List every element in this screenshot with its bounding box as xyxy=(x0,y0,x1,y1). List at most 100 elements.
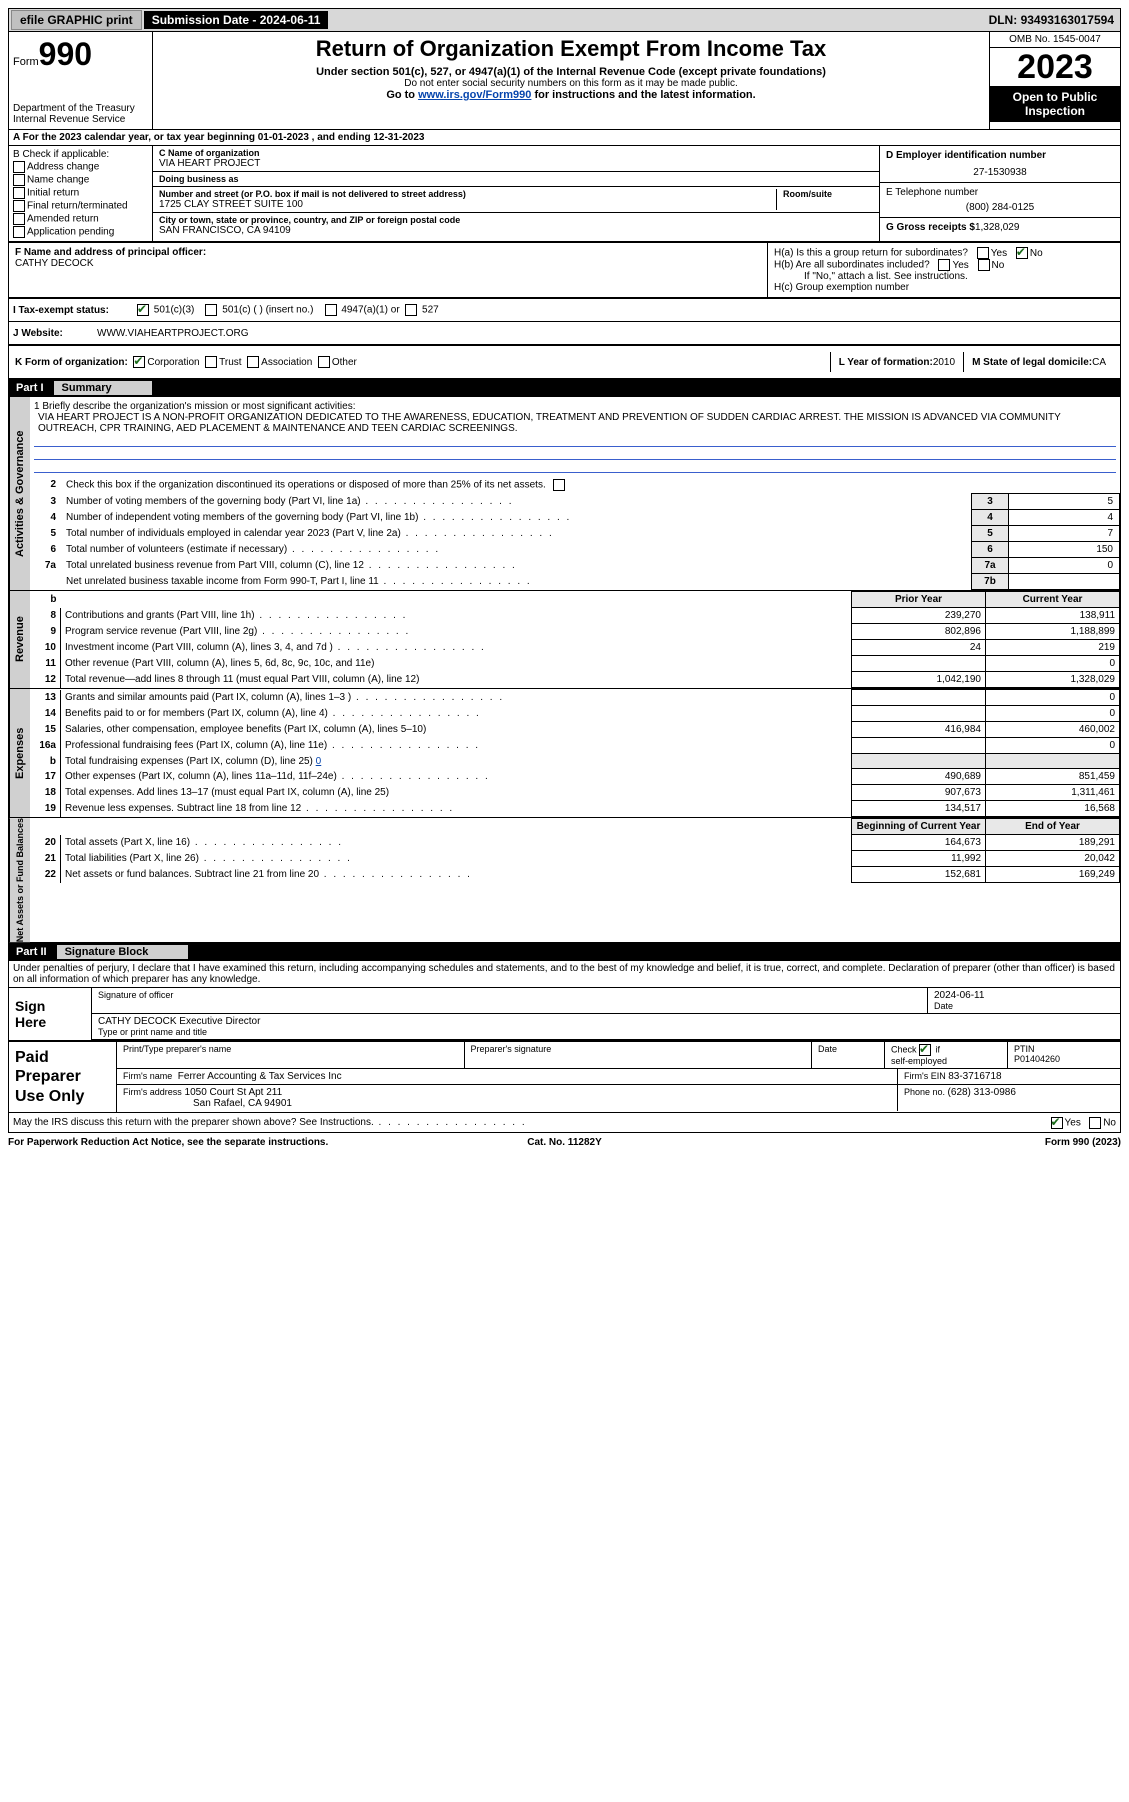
l-label: L Year of formation: xyxy=(839,357,933,368)
vlabel-expenses: Expenses xyxy=(9,689,30,817)
cb-corp[interactable] xyxy=(133,356,145,368)
submission-date-pill: Submission Date - 2024-06-11 xyxy=(144,11,329,29)
col-prior-year: Prior Year xyxy=(852,592,986,608)
paid-preparer-label: PaidPreparerUse Only xyxy=(9,1042,117,1112)
cb-initial-return[interactable] xyxy=(13,187,25,199)
officer-typed-name: CATHY DECOCK Executive Director xyxy=(98,1016,1114,1027)
rev-l12-c: 1,328,029 xyxy=(986,672,1120,688)
g-label: G Gross receipts $ xyxy=(886,222,975,233)
dept-irs: Internal Revenue Service xyxy=(13,114,148,125)
form-word: Form xyxy=(13,56,39,68)
cb-application-pending[interactable] xyxy=(13,226,25,238)
i-527: 527 xyxy=(422,305,439,316)
part2-title: Signature Block xyxy=(57,945,189,959)
exp-l18-c: 1,311,461 xyxy=(986,785,1120,801)
sig-date-value: 2024-06-11 xyxy=(934,990,1114,1001)
f-label: F Name and address of principal officer: xyxy=(15,247,206,258)
mission-text: VIA HEART PROJECT IS A NON-PROFIT ORGANI… xyxy=(34,412,1116,434)
k-label: K Form of organization: xyxy=(15,357,128,368)
cb-ha-yes[interactable] xyxy=(977,247,989,259)
gov-l6: Total number of volunteers (estimate if … xyxy=(62,542,972,558)
cb-address-change[interactable] xyxy=(13,161,25,173)
goto-suffix: for instructions and the latest informat… xyxy=(531,89,755,101)
form-header: Form990 Department of the Treasury Inter… xyxy=(8,32,1121,130)
cb-other[interactable] xyxy=(318,356,330,368)
cb-discuss-no[interactable] xyxy=(1089,1117,1101,1129)
submission-date-value: 2024-06-11 xyxy=(260,13,321,27)
cb-amended-return[interactable] xyxy=(13,213,25,225)
part1-header: Part I Summary xyxy=(8,379,1121,397)
rev-l11-p xyxy=(852,656,986,672)
header-right: OMB No. 1545-0047 2023 Open to Public In… xyxy=(989,32,1120,129)
year-formation: 2010 xyxy=(933,357,955,368)
rev-l8-c: 138,911 xyxy=(986,608,1120,624)
state-domicile: CA xyxy=(1092,357,1106,368)
efile-print-button[interactable]: efile GRAPHIC print xyxy=(11,10,142,30)
cb-527[interactable] xyxy=(405,304,417,316)
prep-if-label: if xyxy=(936,1045,941,1055)
form-number: 990 xyxy=(39,36,92,72)
rev-l11-c: 0 xyxy=(986,656,1120,672)
mission-rule xyxy=(34,460,1116,473)
cb-ha-no[interactable] xyxy=(1016,247,1028,259)
expenses-block: Expenses 13Grants and similar amounts pa… xyxy=(8,689,1121,818)
cb-discontinued[interactable] xyxy=(553,479,565,491)
firm-addr1: 1050 Court St Apt 211 xyxy=(185,1087,283,1098)
cb-501c-other[interactable] xyxy=(205,304,217,316)
fundraising-exp-link[interactable]: 0 xyxy=(316,756,322,767)
k-corp: Corporation xyxy=(147,357,199,368)
revenue-table: bPrior YearCurrent Year 8Contributions a… xyxy=(30,591,1120,688)
b-label: B Check if applicable: xyxy=(13,149,148,160)
cb-hb-yes[interactable] xyxy=(938,259,950,271)
ein-value: 27-1530938 xyxy=(886,161,1114,178)
gov-v5: 7 xyxy=(1009,526,1120,542)
entity-block: B Check if applicable: Address change Na… xyxy=(8,146,1121,242)
line-a-tax-year: A For the 2023 calendar year, or tax yea… xyxy=(8,130,1121,146)
cb-4947a1[interactable] xyxy=(325,304,337,316)
cb-hb-no[interactable] xyxy=(978,259,990,271)
header-sub1: Under section 501(c), 527, or 4947(a)(1)… xyxy=(161,66,981,78)
cb-501c3[interactable] xyxy=(137,304,149,316)
m-label: M State of legal domicile: xyxy=(972,357,1092,368)
irs-form990-link[interactable]: www.irs.gov/Form990 xyxy=(418,89,531,101)
cb-self-employed[interactable] xyxy=(919,1044,931,1056)
exp-l19-c: 16,568 xyxy=(986,801,1120,817)
net-l20-c: 189,291 xyxy=(986,835,1120,851)
phone-value: (800) 284-0125 xyxy=(886,198,1114,213)
header-sub3: Go to www.irs.gov/Form990 for instructio… xyxy=(161,89,981,101)
form-title: Return of Organization Exempt From Incom… xyxy=(161,36,981,62)
dln: DLN: 93493163017594 xyxy=(989,13,1120,27)
prep-check-label: Check xyxy=(891,1045,917,1055)
sign-here-label: SignHere xyxy=(9,988,92,1040)
net-assets-block: Net Assets or Fund Balances Beginning of… xyxy=(8,818,1121,943)
cb-name-change[interactable] xyxy=(13,174,25,186)
expenses-table: 13Grants and similar amounts paid (Part … xyxy=(30,689,1120,817)
gov-l7b: Net unrelated business taxable income fr… xyxy=(62,574,972,590)
prep-date-hdr: Date xyxy=(812,1042,885,1068)
net-l21-p: 11,992 xyxy=(852,851,986,867)
header-left: Form990 Department of the Treasury Inter… xyxy=(9,32,153,129)
hb-yes: Yes xyxy=(952,260,968,271)
tax-year: 2023 xyxy=(990,48,1120,86)
page-footer: For Paperwork Reduction Act Notice, see … xyxy=(8,1137,1121,1148)
firm-addr2: San Rafael, CA 94901 xyxy=(123,1098,292,1109)
mission-rule xyxy=(34,447,1116,460)
c-city-label: City or town, state or province, country… xyxy=(159,215,873,225)
col-b: b xyxy=(30,592,61,608)
cb-final-return[interactable] xyxy=(13,200,25,212)
cb-assoc[interactable] xyxy=(247,356,259,368)
h-a-label: H(a) Is this a group return for subordin… xyxy=(774,248,968,259)
exp-l16a-c: 0 xyxy=(986,738,1120,754)
gov-v6: 150 xyxy=(1009,542,1120,558)
cb-trust[interactable] xyxy=(205,356,217,368)
section-c: C Name of organization VIA HEART PROJECT… xyxy=(153,146,879,241)
org-city: SAN FRANCISCO, CA 94109 xyxy=(159,225,873,236)
h-c-label: H(c) Group exemption number xyxy=(774,282,909,293)
rev-l9-p: 802,896 xyxy=(852,624,986,640)
cb-discuss-yes[interactable] xyxy=(1051,1117,1063,1129)
firm-ein-label: Firm's EIN xyxy=(904,1071,948,1081)
governance-table: 2Check this box if the organization disc… xyxy=(30,477,1120,590)
i-501c-other: 501(c) ( ) (insert no.) xyxy=(222,305,313,316)
c-room-label: Room/suite xyxy=(783,189,873,199)
gov-l2: Check this box if the organization disco… xyxy=(66,480,546,491)
